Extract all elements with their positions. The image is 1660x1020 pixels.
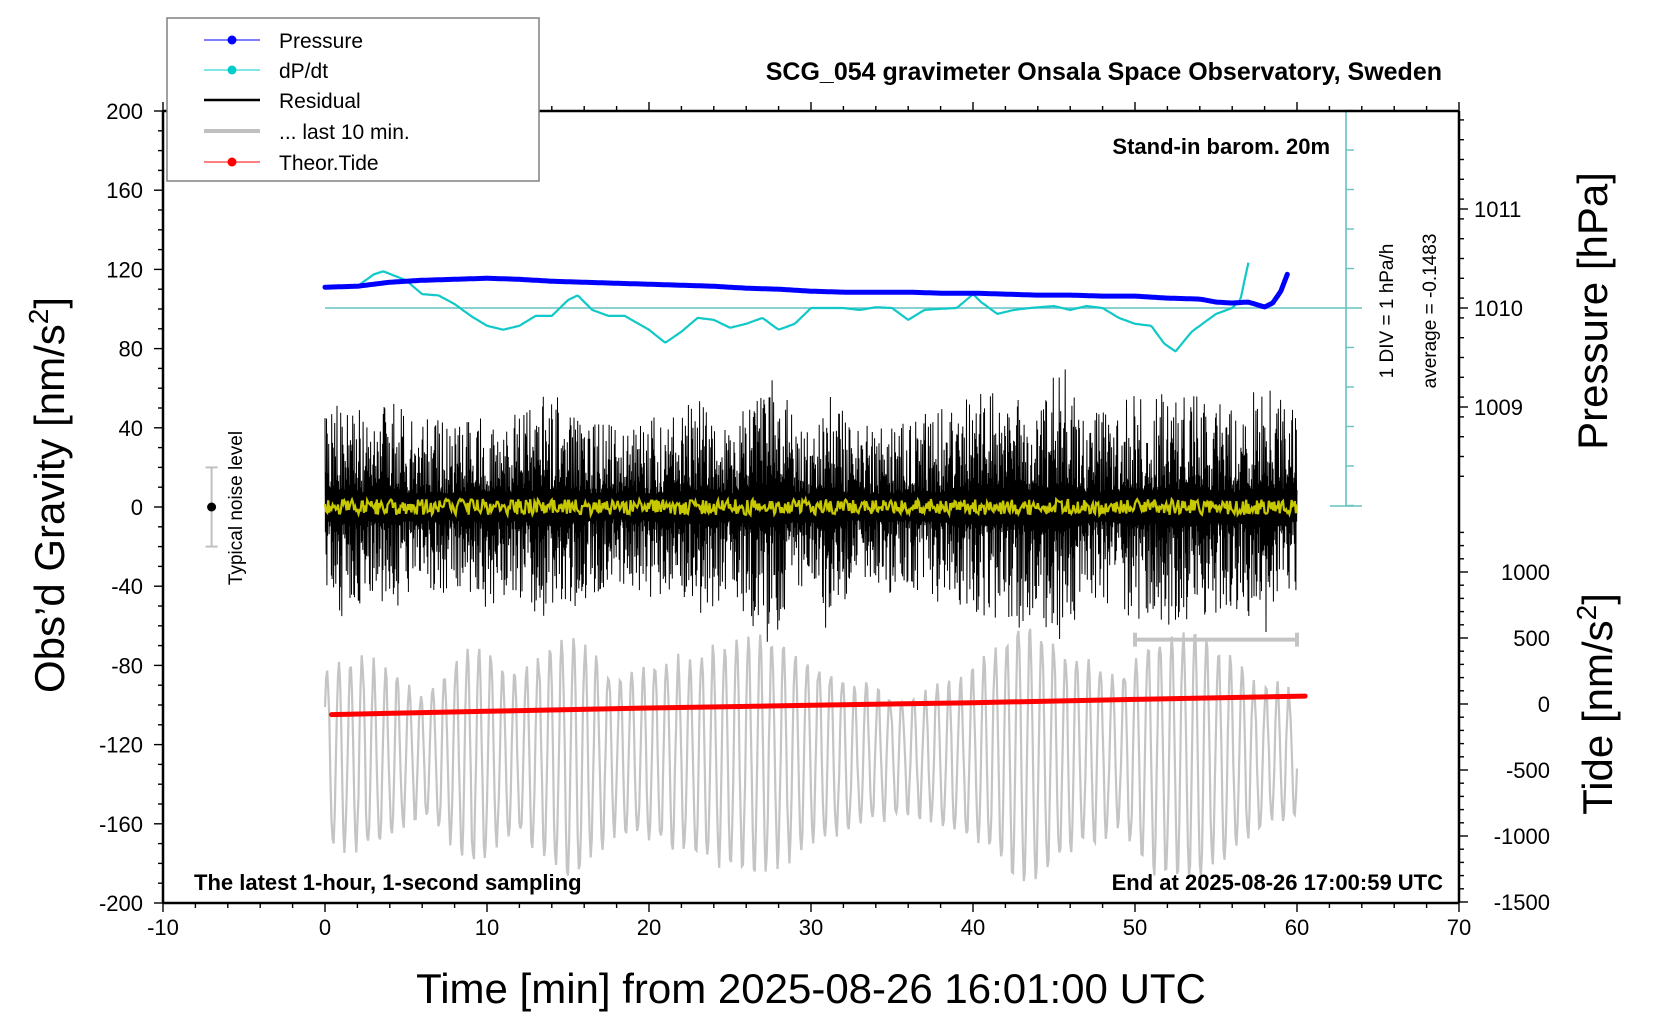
y-tick-label: -120: [99, 733, 143, 758]
y-tick-label: -40: [111, 574, 143, 599]
tide-trace: [329, 693, 1308, 718]
x-tick-label: -10: [147, 915, 179, 940]
tide-tick-label: -1500: [1494, 890, 1550, 915]
y-tick-label: -200: [99, 891, 143, 916]
legend-label-dpdt: dP/dt: [279, 60, 328, 83]
legend-marker-1: [227, 65, 237, 75]
x-tick-label: 60: [1285, 915, 1309, 940]
y-axis-title-tide-main: Tide [nm/s: [1574, 620, 1621, 815]
pressure-trace: [322, 271, 1290, 310]
x-tick-label: 0: [319, 915, 331, 940]
y-axis-title-left-end: ]: [26, 297, 73, 309]
latest-note: The latest 1-hour, 1-second sampling: [194, 870, 582, 895]
tide-tick-label: -1000: [1494, 824, 1550, 849]
y-axis-title-left-main: Obs’d Gravity [nm/s: [26, 324, 73, 693]
chart-title: SCG_054 gravimeter Onsala Space Observat…: [766, 58, 1442, 86]
x-tick-label: 20: [637, 915, 661, 940]
noise-bar-dot: [207, 502, 217, 512]
pressure-tick-label: 1011: [1474, 197, 1521, 222]
y-tick-label: -160: [99, 812, 143, 837]
y-axis-title-tide-end: ]: [1574, 593, 1621, 605]
tick-labels: -10 0 10 20 30 40 50 60 70 200 160 120 80 40 0 -40 -80 -1…: [99, 99, 1550, 940]
x-axis-title: Time [min] from 2025-08-26 16:01:00 UTC: [416, 965, 1206, 1012]
y-axis-title-tide-sup: 2: [1571, 605, 1602, 621]
legend-label-tide: Theor.Tide: [279, 152, 379, 175]
legend-label-last10: ... last 10 min.: [279, 121, 410, 144]
legend-marker-0: [227, 35, 237, 45]
pressure-tick-label: 1009: [1474, 395, 1523, 420]
y-tick-label: 40: [119, 416, 143, 441]
barometer-note: Stand-in barom. 20m: [1112, 134, 1330, 159]
x-tick-label: 70: [1447, 915, 1471, 940]
dpdt-trace: [356, 262, 1250, 353]
x-tick-label: 30: [799, 915, 823, 940]
y-tick-label: 120: [106, 257, 143, 282]
legend: Pressure dP/dt Residual ... last 10 min.…: [166, 17, 540, 182]
last10-trace: [323, 628, 1299, 882]
y-tick-label: -80: [111, 653, 143, 678]
x-tick-label: 50: [1123, 915, 1147, 940]
tide-tick-label: 0: [1538, 692, 1550, 717]
x-tick-label: 40: [961, 915, 985, 940]
y-tick-label: 0: [131, 495, 143, 520]
legend-label-pressure: Pressure: [279, 30, 363, 53]
x-tick-label: 10: [475, 915, 499, 940]
end-note: End at 2025-08-26 17:00:59 UTC: [1112, 870, 1443, 895]
average-note: average = -0.1483: [1420, 234, 1441, 389]
y-axis-title-tide: Tide [nm/s2]: [1571, 593, 1621, 815]
residual-smoothed-trace: [323, 495, 1299, 520]
y-axis-title-left: Obs’d Gravity [nm/s2]: [23, 297, 73, 693]
y-axis-title-pressure: Pressure [hPa]: [1569, 172, 1616, 450]
div-note: 1 DIV = 1 hPa/h: [1377, 244, 1398, 379]
legend-label-residual: Residual: [279, 90, 361, 113]
residual-trace: [324, 369, 1298, 642]
y-tick-label: 200: [106, 99, 143, 124]
pressure-tick-label: 1010: [1474, 296, 1523, 321]
y-tick-label: 80: [119, 337, 143, 362]
y-axis-title-left-sup: 2: [23, 309, 54, 325]
legend-marker-4: [227, 157, 237, 167]
tide-tick-label: 1000: [1501, 560, 1550, 585]
tide-tick-label: -500: [1506, 758, 1550, 783]
y-tick-label: 160: [106, 178, 143, 203]
traces-layer: [205, 109, 1362, 882]
noise-note: Typical noise level: [226, 431, 247, 585]
tide-tick-label: 500: [1513, 626, 1550, 651]
